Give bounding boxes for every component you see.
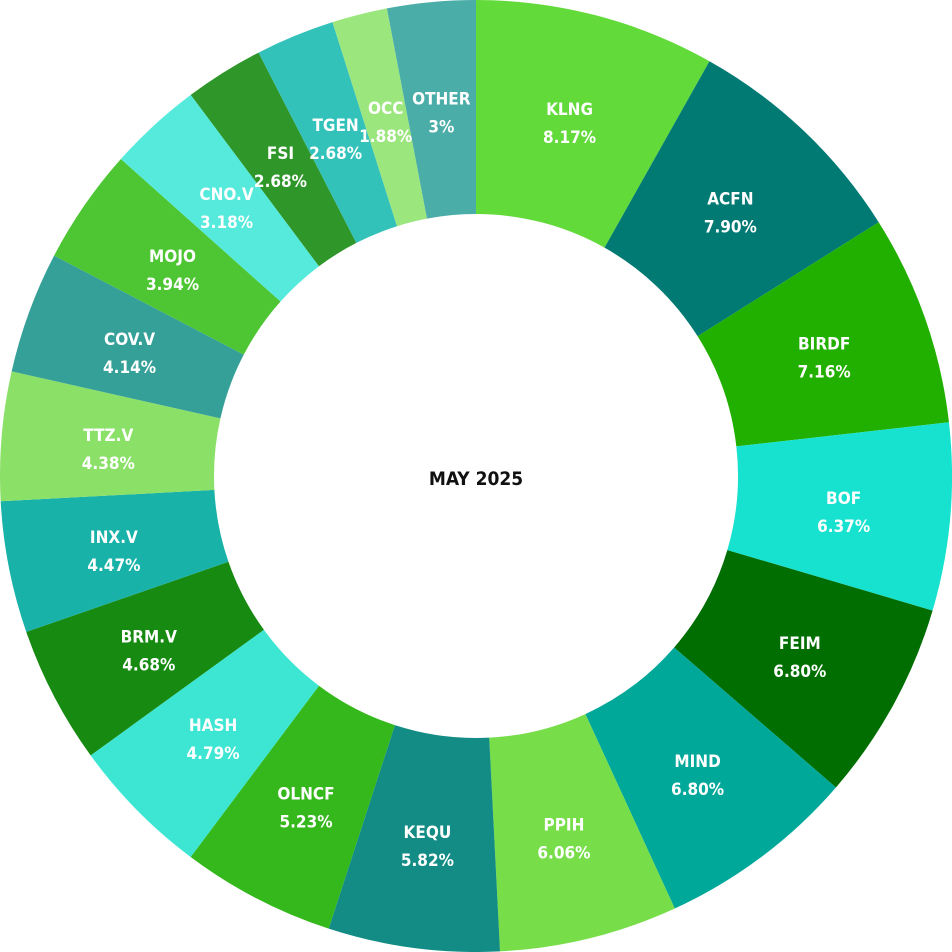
- slice-value-ttz-v: 4.38%: [82, 454, 135, 474]
- slice-mojo: [54, 159, 281, 355]
- slice-value-feim: 6.80%: [773, 662, 826, 682]
- slice-feim: [674, 550, 933, 788]
- slice-value-occ: 1.88%: [359, 127, 412, 147]
- slice-kequ: [328, 725, 501, 952]
- slice-value-bof: 6.37%: [817, 517, 870, 537]
- slice-acfn: [604, 61, 879, 337]
- slice-name-mojo: MOJO: [149, 247, 196, 267]
- slice-occ: [332, 8, 427, 227]
- slice-hash: [90, 629, 319, 857]
- slice-value-acfn: 7.90%: [704, 218, 757, 238]
- slice-name-ttz-v: TTZ.V: [83, 426, 133, 446]
- slice-name-fsi: FSI: [267, 144, 294, 164]
- slice-value-brm-v: 4.68%: [122, 656, 175, 676]
- slice-value-other: 3%: [428, 118, 454, 138]
- slice-inx-v: [0, 489, 229, 632]
- slice-other: [386, 0, 476, 219]
- slice-name-bof: BOF: [826, 489, 861, 509]
- slice-value-mind: 6.80%: [671, 780, 724, 800]
- slice-value-kequ: 5.82%: [401, 851, 454, 871]
- slice-value-tgen: 2.68%: [309, 144, 362, 164]
- slice-mind: [585, 647, 836, 909]
- center-label: MAY 2025: [429, 468, 523, 490]
- slice-name-cov-v: COV.V: [104, 330, 155, 350]
- slice-name-kequ: KEQU: [404, 823, 452, 843]
- slice-name-olncf: OLNCF: [277, 785, 334, 805]
- slice-cov-v: [11, 255, 244, 419]
- slice-bof: [727, 422, 952, 611]
- slice-birdf: [697, 222, 949, 447]
- slice-name-cno-v: CNO.V: [199, 185, 253, 205]
- slice-value-klng: 8.17%: [543, 128, 596, 148]
- slice-brm-v: [26, 561, 264, 756]
- slice-name-brm-v: BRM.V: [121, 628, 177, 648]
- slice-name-hash: HASH: [189, 716, 237, 736]
- slice-name-birdf: BIRDF: [798, 335, 850, 355]
- slice-value-inx-v: 4.47%: [87, 556, 140, 576]
- slice-value-cno-v: 3.18%: [200, 213, 253, 233]
- slice-value-hash: 4.79%: [187, 744, 240, 764]
- slice-name-mind: MIND: [674, 752, 720, 772]
- slice-name-other: OTHER: [412, 90, 471, 110]
- slice-name-ppih: PPIH: [543, 815, 584, 835]
- slice-name-klng: KLNG: [546, 100, 593, 120]
- slice-ttz-v: [0, 371, 221, 502]
- slice-name-tgen: TGEN: [312, 116, 358, 136]
- slice-klng: [476, 0, 710, 248]
- slice-name-acfn: ACFN: [707, 190, 753, 210]
- slice-cno-v: [120, 94, 319, 302]
- slice-tgen: [258, 22, 398, 243]
- slice-name-feim: FEIM: [779, 634, 821, 654]
- slice-value-fsi: 2.68%: [254, 172, 307, 192]
- slice-fsi: [190, 52, 357, 267]
- slice-ppih: [489, 714, 675, 952]
- slice-value-mojo: 3.94%: [146, 275, 199, 295]
- slice-value-olncf: 5.23%: [279, 813, 332, 833]
- slice-name-occ: OCC: [368, 99, 403, 119]
- slice-value-birdf: 7.16%: [798, 363, 851, 383]
- slice-value-cov-v: 4.14%: [103, 358, 156, 378]
- slice-value-ppih: 6.06%: [537, 843, 590, 863]
- slice-name-inx-v: INX.V: [90, 528, 138, 548]
- slice-olncf: [190, 685, 395, 929]
